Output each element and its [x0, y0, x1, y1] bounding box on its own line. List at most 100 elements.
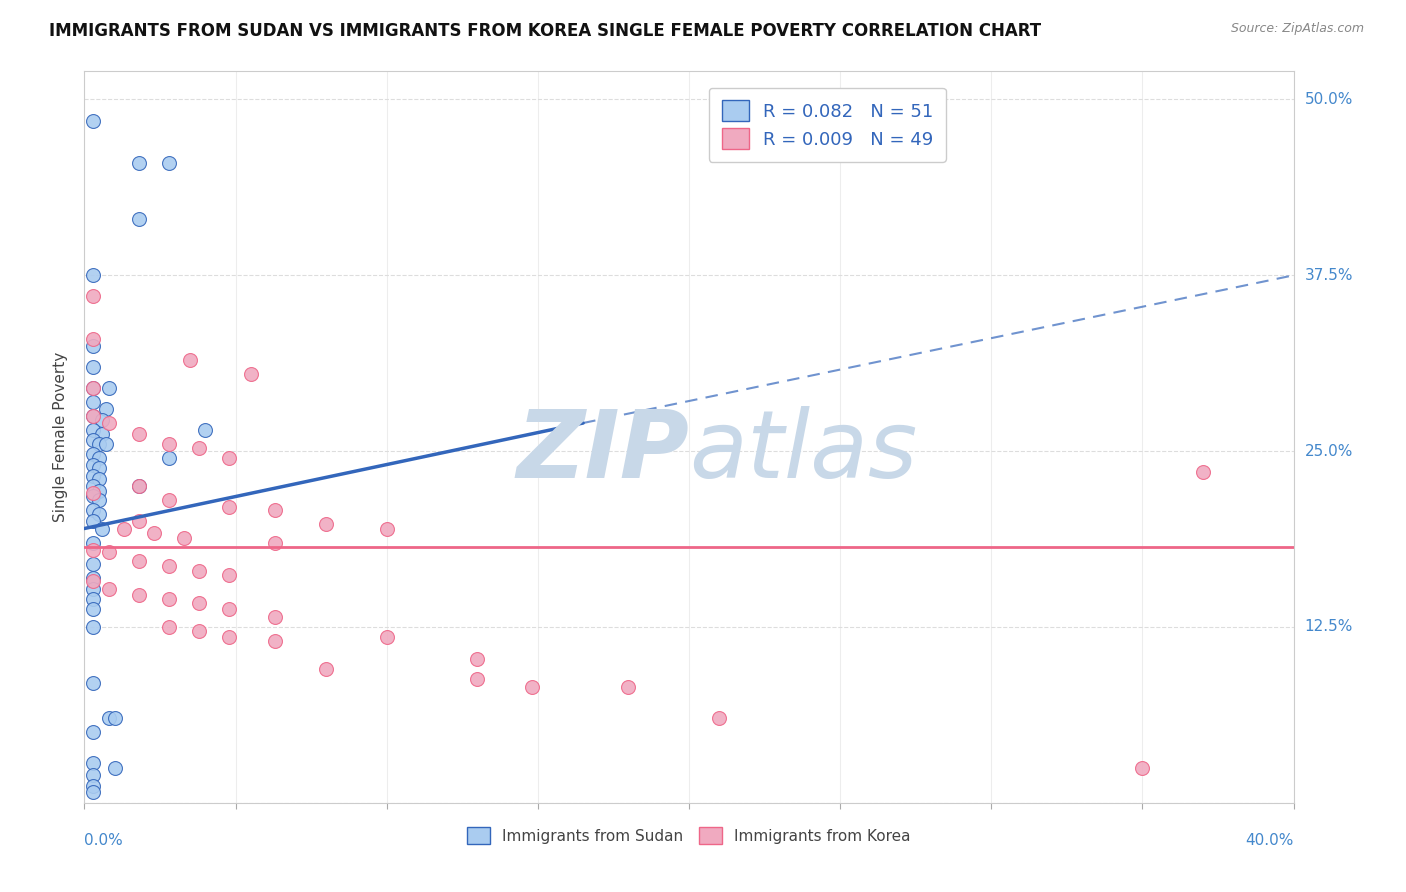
Point [97, 416, 120, 430]
Point [179, 352, 201, 367]
Point [263, 634, 285, 648]
Text: 40.0%: 40.0% [1246, 833, 1294, 848]
Point [82, 381, 104, 395]
Point [89, 461, 111, 475]
Point [82, 784, 104, 798]
Point [97, 711, 120, 725]
Point [128, 156, 150, 170]
Point [82, 767, 104, 781]
Point [375, 521, 398, 535]
Point [82, 515, 104, 529]
Point [128, 479, 150, 493]
Text: atlas: atlas [689, 406, 917, 497]
Point [97, 545, 120, 559]
Point [157, 559, 180, 574]
Point [315, 662, 337, 676]
Point [263, 503, 285, 517]
Point [188, 596, 211, 610]
Text: Source: ZipAtlas.com: Source: ZipAtlas.com [1230, 22, 1364, 36]
Point [82, 339, 104, 353]
Point [157, 437, 180, 451]
Point [173, 532, 195, 546]
Point [263, 535, 285, 549]
Point [82, 458, 104, 473]
Point [82, 332, 104, 346]
Point [188, 442, 211, 456]
Point [82, 557, 104, 571]
Point [82, 676, 104, 690]
Point [1130, 761, 1153, 775]
Point [142, 525, 165, 540]
Point [157, 591, 180, 606]
Text: ZIP: ZIP [516, 406, 689, 498]
Point [97, 381, 120, 395]
Point [82, 779, 104, 793]
Point [82, 409, 104, 423]
Point [82, 469, 104, 483]
Point [263, 610, 285, 624]
Point [157, 451, 180, 466]
Point [91, 413, 114, 427]
Point [1192, 465, 1215, 479]
Point [239, 367, 262, 381]
Point [89, 437, 111, 451]
Point [94, 437, 117, 451]
Point [91, 521, 114, 535]
Point [157, 620, 180, 634]
Point [82, 486, 104, 500]
Point [82, 423, 104, 437]
Point [188, 624, 211, 639]
Point [82, 359, 104, 374]
Point [89, 508, 111, 522]
Point [82, 433, 104, 447]
Point [89, 493, 111, 508]
Point [157, 156, 180, 170]
Point [218, 500, 240, 515]
Point [82, 571, 104, 585]
Point [82, 620, 104, 634]
Point [128, 588, 150, 602]
Point [128, 479, 150, 493]
Point [97, 582, 120, 596]
Point [82, 535, 104, 549]
Point [104, 761, 127, 775]
Point [82, 268, 104, 283]
Point [82, 395, 104, 409]
Point [520, 681, 543, 695]
Text: IMMIGRANTS FROM SUDAN VS IMMIGRANTS FROM KOREA SINGLE FEMALE POVERTY CORRELATION: IMMIGRANTS FROM SUDAN VS IMMIGRANTS FROM… [49, 22, 1042, 40]
Point [82, 503, 104, 517]
Point [82, 542, 104, 557]
Point [82, 574, 104, 588]
Point [94, 401, 117, 416]
Point [218, 568, 240, 582]
Text: 0.0%: 0.0% [84, 833, 124, 848]
Text: 50.0%: 50.0% [1305, 92, 1353, 107]
Point [104, 711, 127, 725]
Point [82, 409, 104, 423]
Point [82, 113, 104, 128]
Point [315, 517, 337, 532]
Text: 37.5%: 37.5% [1305, 268, 1353, 283]
Point [82, 489, 104, 503]
Point [218, 630, 240, 644]
Point [188, 564, 211, 578]
Point [128, 427, 150, 442]
Point [82, 289, 104, 303]
Text: 25.0%: 25.0% [1305, 443, 1353, 458]
Point [128, 212, 150, 227]
Point [709, 711, 731, 725]
Point [89, 451, 111, 466]
Point [467, 672, 489, 686]
Text: 12.5%: 12.5% [1305, 619, 1353, 634]
Legend: Immigrants from Sudan, Immigrants from Korea: Immigrants from Sudan, Immigrants from K… [461, 822, 917, 850]
Point [218, 601, 240, 615]
Point [89, 483, 111, 498]
Point [82, 725, 104, 739]
Point [617, 681, 640, 695]
Point [82, 601, 104, 615]
Point [194, 423, 217, 437]
Point [375, 630, 398, 644]
Point [82, 447, 104, 461]
Point [82, 381, 104, 395]
Point [157, 493, 180, 508]
